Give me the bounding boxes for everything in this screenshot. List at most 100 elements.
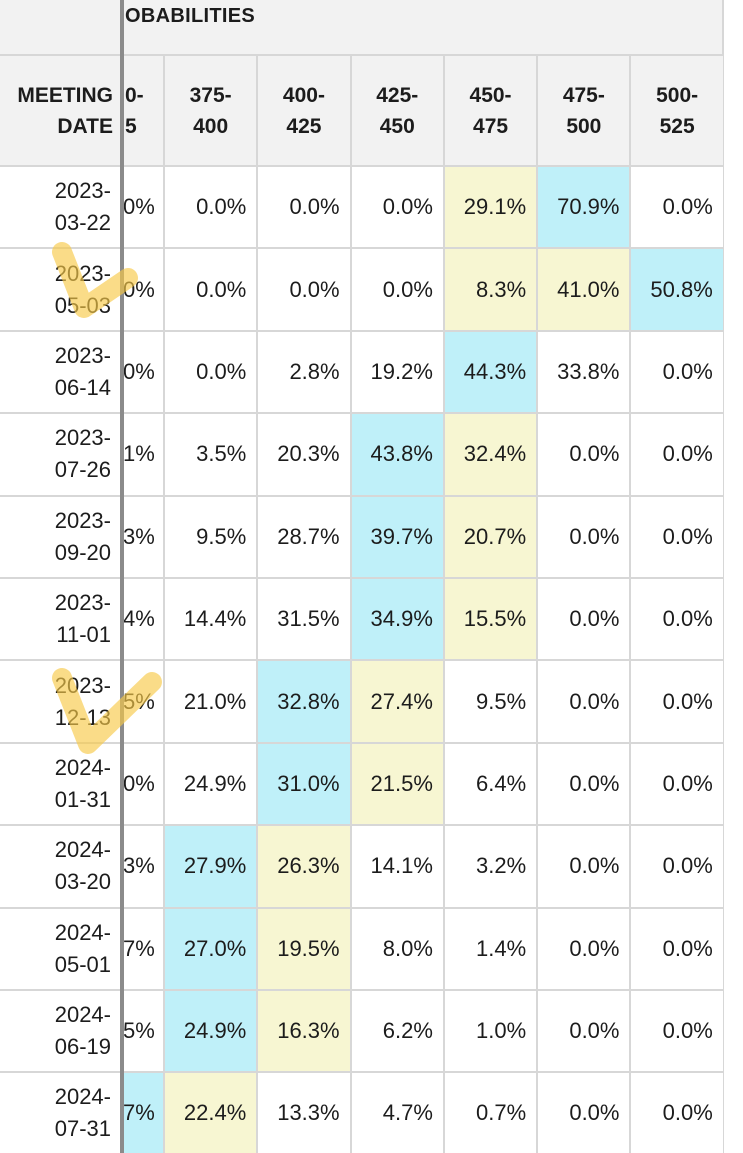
- probabilities-section-title: OBABILITIES: [122, 0, 724, 56]
- column-header-425-450[interactable]: 425- 450: [350, 56, 445, 167]
- column-header-475-500[interactable]: 475- 500: [537, 56, 632, 167]
- clipped-probability-cell: 5%: [122, 989, 165, 1074]
- meeting-date-year: 2023-: [54, 178, 111, 204]
- probability-cell-500-525: 0.0%: [630, 660, 725, 744]
- meeting-date-month-day: 03-20: [54, 869, 111, 895]
- probability-cell-450-475: 15.5%: [443, 577, 539, 662]
- probability-cell-450-475: 1.0%: [443, 989, 539, 1074]
- probability-cell-400-425: 31.0%: [257, 742, 352, 827]
- probability-cell-450-475: 1.4%: [443, 907, 539, 991]
- meeting-date-year: 2023-: [54, 342, 111, 368]
- probability-cell-425-450: 34.9%: [350, 577, 445, 662]
- probability-cell-400-425: 13.3%: [257, 1072, 352, 1153]
- meeting-date-cell: 2023- 06-14: [0, 330, 123, 415]
- column-header-375-400[interactable]: 375- 400: [164, 56, 259, 167]
- meeting-date-year: 2024-: [54, 754, 111, 780]
- meeting-date-month-day: 05-01: [54, 951, 111, 977]
- meeting-date-year: 2024-: [54, 837, 111, 863]
- meeting-date-cell: 2023- 03-22: [0, 166, 123, 250]
- probability-cell-475-500: 0.0%: [537, 825, 632, 909]
- column-header-400-425[interactable]: 400- 425: [257, 56, 352, 167]
- meeting-date-month-day: 06-19: [54, 1034, 111, 1060]
- probability-cell-500-525: 0.0%: [630, 907, 725, 991]
- meeting-date-month-day: 06-14: [54, 374, 111, 400]
- probability-cell-475-500: 70.9%: [537, 166, 632, 250]
- table-row: 2024- 05-01 7% 27.0% 19.5% 8.0% 1.4% 0.0% 0.0%: [0, 907, 725, 991]
- column-header-meeting-date[interactable]: MEETING DATE: [0, 56, 123, 167]
- column-header-500-525[interactable]: 500- 525: [630, 56, 725, 167]
- clipped-probability-cell: 7%: [122, 907, 165, 991]
- probability-cell-500-525: 0.0%: [630, 1072, 725, 1153]
- meeting-date-cell: 2023- 11-01: [0, 577, 123, 662]
- probability-cell-500-525: 0.0%: [630, 825, 725, 909]
- probability-cell-425-450: 27.4%: [350, 660, 445, 744]
- clipped-probability-cell: 7%: [122, 1072, 165, 1153]
- clipped-probability-cell: 0%: [122, 330, 165, 415]
- probability-cell-425-450: 6.2%: [350, 989, 445, 1074]
- meeting-date-cell: 2024- 05-01: [0, 907, 123, 991]
- probability-cell-475-500: 0.0%: [537, 495, 632, 579]
- clipped-probability-cell: 0%: [122, 742, 165, 827]
- meeting-date-cell: 2024- 07-31: [0, 1072, 123, 1153]
- clipped-probability-cell: 0%: [122, 166, 165, 250]
- clipped-probability-cell: 1%: [122, 413, 165, 497]
- probability-cell-475-500: 41.0%: [537, 248, 632, 332]
- probability-cell-475-500: 0.0%: [537, 989, 632, 1074]
- probability-cell-375-400: 21.0%: [164, 660, 259, 744]
- probability-cell-400-425: 0.0%: [257, 248, 352, 332]
- probability-cell-425-450: 8.0%: [350, 907, 445, 991]
- probability-cell-450-475: 0.7%: [443, 1072, 539, 1153]
- meeting-date-month-day: 07-26: [54, 457, 111, 483]
- probability-cell-425-450: 39.7%: [350, 495, 445, 579]
- meeting-date-year: 2023-: [54, 672, 111, 698]
- probability-cell-450-475: 20.7%: [443, 495, 539, 579]
- meeting-date-cell: 2024- 01-31: [0, 742, 123, 827]
- probability-cell-500-525: 0.0%: [630, 166, 725, 250]
- probability-cell-425-450: 14.1%: [350, 825, 445, 909]
- table-row: 2024- 06-19 5% 24.9% 16.3% 6.2% 1.0% 0.0% 0.0%: [0, 989, 725, 1074]
- table-row: 2024- 01-31 0% 24.9% 31.0% 21.5% 6.4% 0.0% 0.0%: [0, 742, 725, 827]
- probability-cell-450-475: 29.1%: [443, 166, 539, 250]
- probability-cell-400-425: 32.8%: [257, 660, 352, 744]
- meeting-date-month-day: 12-13: [54, 704, 111, 730]
- top-header-band: OBABILITIES: [0, 0, 743, 56]
- probability-cell-450-475: 8.3%: [443, 248, 539, 332]
- probability-cell-475-500: 0.0%: [537, 413, 632, 497]
- table-header-row: MEETING DATE 0- 5 375- 400 400- 425 425-…: [0, 56, 725, 167]
- probability-cell-400-425: 0.0%: [257, 166, 352, 250]
- table-row: 2023- 07-26 1% 3.5% 20.3% 43.8% 32.4% 0.0% 0.0%: [0, 413, 725, 497]
- table-row: 2023- 03-22 0% 0.0% 0.0% 0.0% 29.1% 70.9% 0.0%: [0, 166, 725, 250]
- probability-cell-375-400: 14.4%: [164, 577, 259, 662]
- meeting-date-year: 2023-: [54, 425, 111, 451]
- right-gutter: [724, 0, 743, 1153]
- meeting-date-month-day: 09-20: [54, 539, 111, 565]
- probability-cell-450-475: 6.4%: [443, 742, 539, 827]
- probability-cell-500-525: 0.0%: [630, 989, 725, 1074]
- probability-cell-375-400: 3.5%: [164, 413, 259, 497]
- clipped-probability-cell: 4%: [122, 577, 165, 662]
- table-row: 2023- 11-01 4% 14.4% 31.5% 34.9% 15.5% 0.0% 0.0%: [0, 577, 725, 662]
- probability-cell-400-425: 16.3%: [257, 989, 352, 1074]
- probability-cell-375-400: 22.4%: [164, 1072, 259, 1153]
- probability-cell-400-425: 31.5%: [257, 577, 352, 662]
- probability-cell-500-525: 0.0%: [630, 495, 725, 579]
- clipped-probability-cell: 0%: [122, 248, 165, 332]
- probability-cell-425-450: 0.0%: [350, 166, 445, 250]
- clipped-probability-cell: 5%: [122, 660, 165, 744]
- probability-cell-450-475: 3.2%: [443, 825, 539, 909]
- probability-cell-400-425: 20.3%: [257, 413, 352, 497]
- column-header-450-475[interactable]: 450- 475: [443, 56, 539, 167]
- meeting-date-year: 2024-: [54, 1002, 111, 1028]
- probability-cell-425-450: 43.8%: [350, 413, 445, 497]
- table-row: 2023- 06-14 0% 0.0% 2.8% 19.2% 44.3% 33.8% 0.0%: [0, 330, 725, 415]
- meeting-date-cell: 2024- 06-19: [0, 989, 123, 1074]
- probability-cell-375-400: 24.9%: [164, 989, 259, 1074]
- frozen-column-divider[interactable]: [120, 0, 124, 1153]
- meeting-date-year: 2023-: [54, 260, 111, 286]
- column-header-clipped-range[interactable]: 0- 5: [122, 56, 165, 167]
- probability-cell-425-450: 21.5%: [350, 742, 445, 827]
- table-row: 2023- 12-13 5% 21.0% 32.8% 27.4% 9.5% 0.0% 0.0%: [0, 660, 725, 744]
- probability-cell-400-425: 26.3%: [257, 825, 352, 909]
- probability-cell-500-525: 50.8%: [630, 248, 725, 332]
- probability-cell-500-525: 0.0%: [630, 413, 725, 497]
